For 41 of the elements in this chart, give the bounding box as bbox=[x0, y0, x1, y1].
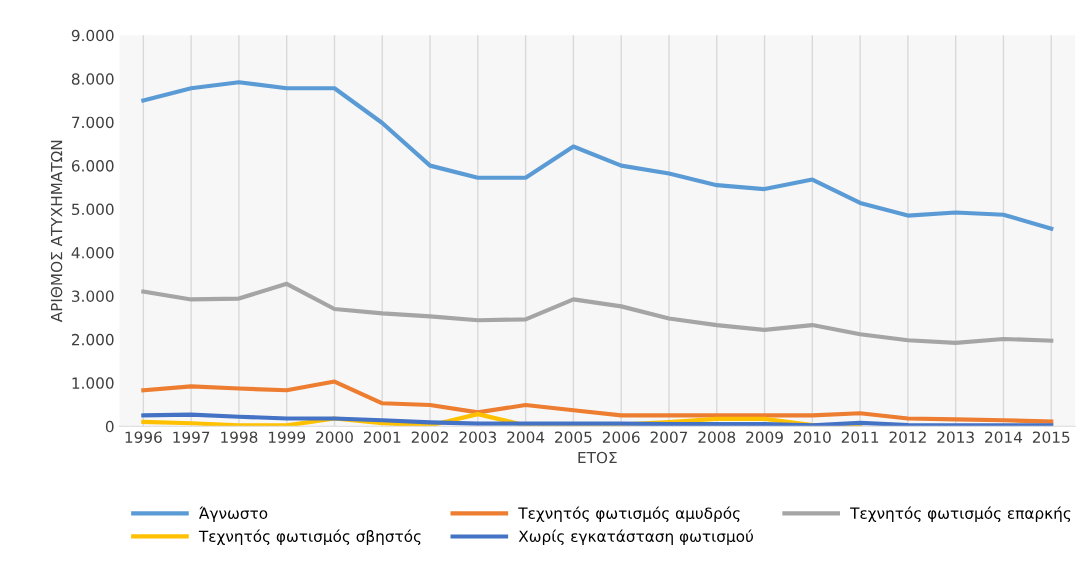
x-axis-title: ΕΤΟΣ bbox=[578, 451, 617, 464]
x-tick-label: 2000 bbox=[316, 431, 353, 443]
y-tick-label: 2.000 bbox=[71, 333, 114, 346]
x-tick-label: 1999 bbox=[268, 431, 306, 443]
y-tick-label: 8.000 bbox=[71, 73, 114, 85]
y-tick-label: 9.000 bbox=[71, 29, 114, 42]
x-tick-label: 2007 bbox=[650, 431, 688, 443]
y-tick-label: 4.000 bbox=[71, 246, 114, 259]
y-tick-label: 7.000 bbox=[72, 116, 114, 129]
x-tick-label: 2006 bbox=[602, 431, 640, 443]
x-tick-label: 2013 bbox=[937, 431, 974, 443]
y-tick-label: 5.000 bbox=[72, 203, 114, 216]
x-tick-label: 2004 bbox=[507, 431, 545, 443]
x-tick-label: 2005 bbox=[555, 431, 592, 443]
y-tick-label: 6.000 bbox=[71, 160, 114, 172]
x-tick-label: 2008 bbox=[698, 431, 736, 443]
x-tick-label: 2002 bbox=[411, 431, 448, 443]
y-tick-label: 0 bbox=[105, 420, 114, 433]
x-tick-label: 2009 bbox=[746, 431, 783, 443]
x-tick-label: 2015 bbox=[1032, 431, 1070, 443]
x-tick-label: 2014 bbox=[985, 431, 1023, 443]
x-tick-label: 2010 bbox=[794, 431, 831, 443]
line-series bbox=[141, 379, 1054, 424]
x-tick-label: 2012 bbox=[889, 431, 926, 443]
y-tick-label: 1.000 bbox=[72, 377, 114, 389]
legend-label: Τεχνητός φωτισμός αμυδρός bbox=[518, 506, 740, 522]
line-series bbox=[141, 80, 1054, 231]
x-tick-label: 1997 bbox=[173, 431, 210, 443]
x-tick-label: 1998 bbox=[221, 431, 258, 443]
y-axis-title: ΑΡΙΘΜΟΣ ΑΤΥΧΗΜΑΤΩΝ bbox=[50, 140, 63, 323]
legend-label: Άγνωστο bbox=[199, 506, 268, 522]
x-tick-label: 1996 bbox=[125, 431, 162, 443]
line-series bbox=[141, 412, 1054, 427]
legend-label: Τεχνητός φωτισμός σβηστός bbox=[198, 529, 421, 545]
legend-label: Χωρίς εγκατάσταση φωτισμού bbox=[518, 529, 753, 546]
line-series bbox=[141, 281, 1054, 345]
y-tick-label: 3.000 bbox=[72, 290, 114, 302]
x-tick-label: 2003 bbox=[459, 431, 497, 443]
x-tick-label: 2011 bbox=[841, 431, 879, 443]
x-tick-label: 2001 bbox=[363, 431, 401, 443]
legend-label: Τεχνητός φωτισμός επαρκής bbox=[850, 506, 1071, 522]
